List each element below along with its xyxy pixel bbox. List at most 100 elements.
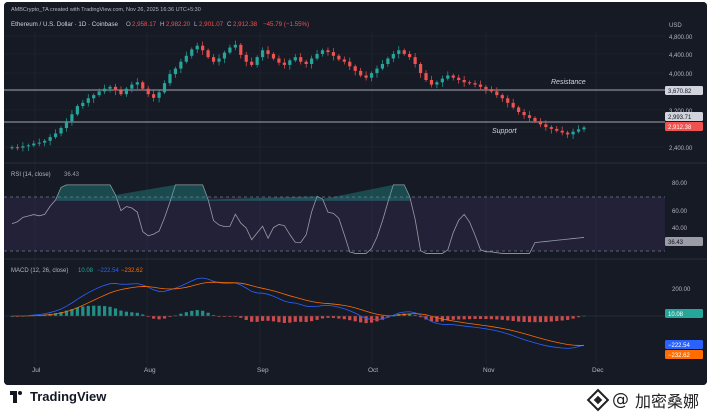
- macd-histogram-bar: [124, 311, 128, 316]
- candle-body: [560, 130, 564, 133]
- macd-histogram-bar: [418, 316, 423, 318]
- macd-signal-tag: −232.62: [668, 353, 691, 359]
- candle-body: [255, 57, 259, 65]
- time-tick-jul: Jul: [32, 367, 41, 374]
- macd-histogram-bar: [201, 310, 205, 316]
- candle-body: [75, 106, 79, 115]
- candle-body: [86, 98, 90, 103]
- macd-histogram-bar: [435, 316, 439, 322]
- candle-body: [500, 95, 504, 99]
- macd-histogram-bar: [566, 316, 570, 320]
- footer-bar: TradingView @ 加密桑娜: [0, 385, 711, 412]
- candle-body: [222, 52, 227, 59]
- macd-histogram-bar: [315, 316, 319, 320]
- candle-body: [157, 92, 161, 98]
- macd-histogram-bar: [97, 305, 101, 316]
- macd-histogram-bar: [429, 316, 434, 322]
- candle-body: [451, 75, 455, 78]
- ohlc-h-value: 2,982.20: [166, 21, 191, 28]
- tradingview-logo[interactable]: TradingView: [10, 389, 106, 404]
- candle-body: [538, 121, 543, 125]
- rsi-overbought-fill: [55, 184, 410, 201]
- macd-histogram-bar: [59, 312, 63, 316]
- macd-histogram-bar: [359, 316, 363, 323]
- macd-pane: [4, 277, 665, 349]
- macd-histogram-bar: [86, 305, 90, 316]
- candle-body: [168, 74, 172, 84]
- candle-body: [146, 88, 150, 95]
- candle-body: [446, 75, 450, 79]
- candle-body: [369, 73, 374, 78]
- candle-body: [26, 145, 30, 147]
- macd-histogram-bar: [75, 307, 79, 316]
- candle-body: [326, 50, 330, 53]
- candle-body: [32, 143, 36, 146]
- candle-body: [266, 50, 270, 54]
- at-icon: @: [611, 390, 629, 410]
- candle-body: [331, 52, 336, 56]
- candle-body: [495, 91, 499, 96]
- ohlc-change: −45.79 (−1.55%): [263, 21, 309, 28]
- candle-body: [337, 55, 341, 60]
- macd-histogram-bar: [157, 316, 161, 320]
- macd-histogram-bar: [222, 316, 227, 317]
- macd-histogram-bar: [206, 312, 210, 316]
- binance-diamond-icon: [586, 388, 610, 412]
- support-level[interactable]: Support 2,993.71: [4, 112, 703, 135]
- candle-body: [527, 115, 532, 118]
- candle-body: [250, 61, 254, 65]
- candle-body: [21, 146, 25, 148]
- macd-histogram-bar: [348, 316, 352, 321]
- macd-histogram-bar: [190, 310, 194, 316]
- macd-histogram-bar: [260, 316, 265, 321]
- macd-histogram-bar: [233, 316, 237, 317]
- candle-body: [522, 112, 526, 116]
- candle-body: [310, 58, 314, 64]
- ohlc-l-value: 2,901.07: [199, 21, 224, 28]
- macd-histogram-bar: [484, 316, 488, 320]
- watermark-text: 加密桑娜: [634, 392, 699, 411]
- candle-body: [489, 89, 493, 92]
- symbol-name[interactable]: Ethereum / U.S. Dollar · 1D · Coinbase: [11, 21, 119, 28]
- macd-histogram-bar: [146, 316, 150, 317]
- ohlc-o-label: O: [126, 21, 131, 28]
- rsi-axis[interactable]: 80.00 60.00 40.00 36.43: [665, 181, 703, 246]
- macd-histogram-bar: [282, 316, 286, 323]
- candle-body: [152, 94, 156, 98]
- macd-histogram-bar: [506, 316, 510, 321]
- candle-body: [533, 117, 537, 122]
- rsi-value: 36.43: [64, 172, 80, 178]
- candle-body: [413, 57, 417, 64]
- ohlc-c-label: C: [227, 21, 232, 28]
- macd-histogram-bar: [130, 312, 134, 316]
- rsi-path: [11, 184, 585, 254]
- macd-line-value: −222.54: [97, 268, 120, 274]
- rsi-tick-40: 40.00: [672, 226, 688, 232]
- candle-body: [348, 61, 352, 67]
- candle-body: [380, 64, 385, 69]
- macd-histogram-bar: [162, 316, 167, 319]
- macd-histogram-bar: [522, 316, 526, 322]
- candle-body: [424, 73, 428, 80]
- macd-histogram-bar: [462, 316, 466, 320]
- candle-body: [162, 83, 167, 93]
- candle-body: [293, 57, 297, 61]
- macd-histogram-bar: [424, 316, 428, 320]
- watermark: @ 加密桑娜: [586, 388, 699, 412]
- candle-body: [59, 128, 63, 134]
- candle-body: [113, 86, 118, 91]
- macd-histogram-bar: [179, 313, 183, 316]
- ohlc-o-value: 2,958.17: [132, 21, 157, 28]
- macd-axis[interactable]: 200.00 10.08 −222.54 −232.62: [665, 287, 703, 359]
- time-axis[interactable]: Jul Aug Sep Oct Nov Dec: [32, 367, 604, 374]
- macd-histogram-bar: [446, 316, 450, 321]
- candle-body: [440, 78, 444, 83]
- macd-histogram-bar: [473, 316, 477, 320]
- candle-body: [304, 61, 308, 64]
- candle-body: [364, 75, 368, 78]
- price-tick-4800: 4,800.00: [669, 35, 693, 41]
- macd-signal-value: −232.62: [121, 268, 144, 274]
- rsi-tick-60: 60.00: [672, 209, 688, 215]
- candle-body: [195, 45, 199, 50]
